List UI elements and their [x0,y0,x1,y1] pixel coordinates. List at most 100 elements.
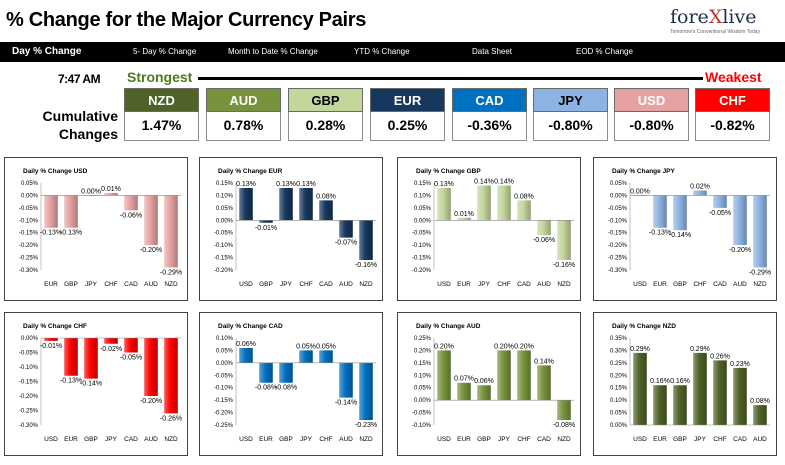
bar-jpy [497,350,511,401]
x-tick-label: AUD [733,281,747,288]
y-tick-label: 0.00% [216,218,234,224]
x-tick-label: NZD [164,436,178,443]
data-label: 0.13% [296,181,316,188]
bar-chf [104,192,118,196]
y-tick-label: -0.20% [19,394,39,400]
x-tick-label: CAD [733,436,747,443]
currency-cumulative-value: -0.36% [452,112,527,141]
chart-title: Daily % Change GBP [416,168,481,175]
x-tick-label: CHF [497,281,510,288]
x-tick-label: GBP [673,436,687,443]
bar-aud [753,405,767,425]
x-tick-label: JPY [694,436,707,443]
currency-card-aud[interactable]: AUD 0.78% [206,88,281,141]
y-tick-label: -0.05% [214,231,234,237]
bar-chf [319,350,333,363]
x-tick-label: USD [437,281,451,288]
timestamp: 7:47 AM [58,72,101,86]
bar-cad [537,365,551,401]
data-label: -0.20% [140,247,162,254]
y-tick-label: -0.05% [19,351,39,357]
x-tick-label: CHF [104,281,117,288]
bar-chart-eur: 0.15% 0.10% 0.05% 0.00% -0.05% -0.10% -0.15% -0… [214,181,377,288]
tab-5-day-change[interactable]: 5- Day % Change [133,47,197,56]
data-label: -0.01% [255,225,277,232]
y-tick-label: -0.20% [214,411,234,417]
bar-nzd [359,362,373,421]
currency-card-nzd[interactable]: NZD 1.47% [124,88,199,141]
data-label: -0.01% [40,343,62,350]
x-tick-label: EUR [259,436,273,443]
bar-cad [124,338,138,353]
x-tick-label: NZD [164,281,178,288]
y-tick-label: 0.25% [610,361,628,367]
chart-title: Daily % Change EUR [218,168,283,175]
y-tick-label: -0.25% [19,409,39,415]
logo-text: foreXlive [670,6,757,28]
y-tick-label: 0.10% [216,336,234,342]
bar-usd [633,352,647,425]
y-tick-label: -0.20% [412,268,432,274]
chart-panel-eur: Daily % Change EUR 0.15% 0.10% 0.05% 0.00% -… [199,157,383,301]
chart-panel-chf: Daily % Change CHF 0.00% -0.05% -0.10% -0.1… [4,312,188,456]
tab-day-change[interactable]: Day % Change [12,46,82,57]
data-label: -0.16% [355,262,377,269]
tab-ytd-change[interactable]: YTD % Change [354,47,410,56]
bar-nzd [164,338,178,414]
data-label: 0.14% [474,178,494,185]
x-tick-label: CAD [124,281,138,288]
bar-aud [144,338,158,396]
data-label: 0.08% [750,398,770,405]
currency-card-cad[interactable]: CAD -0.36% [452,88,527,141]
data-label: -0.14% [335,400,357,407]
bar-gbp [84,338,98,379]
y-tick-label: 0.05% [414,206,432,212]
bar-chart-jpy: 0.05%0.00%-0.05%-0.10%-0.15%-0.20%-0.25%… [608,181,771,288]
y-tick-label: -0.30% [19,268,39,274]
currency-card-chf[interactable]: CHF -0.82% [695,88,770,141]
data-label: 0.23% [730,361,750,368]
y-tick-label: 0.05% [21,181,39,187]
currency-card-gbp[interactable]: GBP 0.28% [288,88,363,141]
bar-jpy [279,187,293,221]
data-label: 0.16% [670,378,690,385]
x-tick-label: USD [239,281,253,288]
y-tick-label: -0.10% [214,386,234,392]
data-label: -0.07% [335,240,357,247]
bar-aud [537,220,551,236]
y-tick-label: 0.15% [414,361,432,367]
x-tick-label: CHF [713,436,726,443]
x-tick-label: EUR [653,436,667,443]
x-tick-label: AUD [144,436,158,443]
y-tick-label: -0.20% [214,268,234,274]
forexlive-logo[interactable]: foreXlive Tomorrow's Conventional Wisdom… [664,6,776,36]
bar-jpy [477,185,491,221]
y-tick-label: -0.10% [412,243,432,249]
bar-usd [239,187,253,221]
tab-data-sheet[interactable]: Data Sheet [472,47,513,56]
currency-code: GBP [288,88,363,112]
weakest-label: Weakest [705,69,762,85]
currency-code: JPY [533,88,608,112]
x-tick-label: CAD [124,436,138,443]
chart-panel-cad: Daily % Change CAD 0.10% 0.05% 0.00% -0.05%… [199,312,383,456]
x-tick-label: USD [437,436,451,443]
data-label: 0.07% [454,376,474,383]
x-tick-label: GBP [64,281,78,288]
data-label: 0.29% [690,346,710,353]
currency-card-eur[interactable]: EUR 0.25% [370,88,445,141]
tab-month-to-date-change[interactable]: Month to Date % Change [228,47,318,56]
currency-card-jpy[interactable]: JPY -0.80% [533,88,608,141]
data-label: 0.26% [710,353,730,360]
chart-panel-aud: Daily % Change AUD 0.25% 0.20% 0.15% 0.10% 0… [397,312,581,456]
bar-aud [339,220,353,238]
x-tick-label: EUR [653,281,667,288]
data-label: -0.13% [60,230,82,237]
data-label: -0.02% [100,346,122,353]
strength-scale-line [198,77,703,80]
y-tick-label: 0.00% [414,398,432,404]
bar-cad [319,200,333,221]
tab-eod-change[interactable]: EOD % Change [576,47,633,56]
chart-title: Daily % Change CHF [23,323,87,330]
currency-card-usd[interactable]: USD -0.80% [614,88,689,141]
